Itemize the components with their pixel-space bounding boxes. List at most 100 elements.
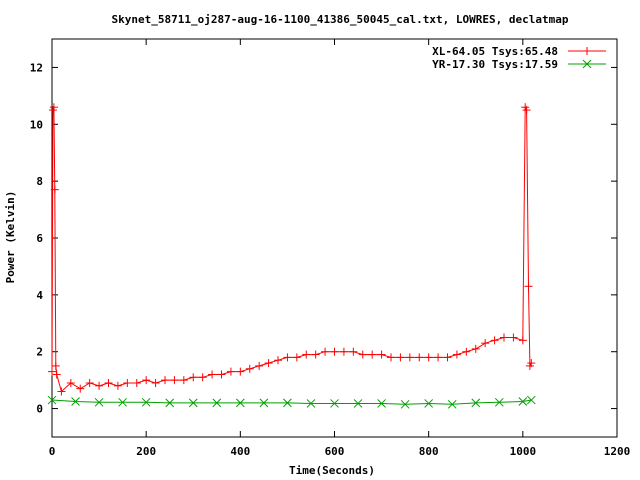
data-point: [443, 353, 452, 362]
data-point: [387, 353, 395, 362]
data-point: [447, 399, 457, 409]
y-tick-label: 12: [30, 61, 43, 74]
y-axis-label: Power (Kelvin): [4, 191, 17, 284]
data-point: [141, 397, 151, 407]
y-tick-label: 0: [36, 403, 43, 416]
series-line: [51, 106, 532, 393]
data-point: [283, 353, 292, 362]
data-point: [424, 399, 434, 408]
data-point: [522, 106, 531, 115]
data-point: [208, 370, 217, 379]
data-point: [339, 347, 348, 356]
data-point: [113, 381, 122, 390]
data-point: [236, 367, 245, 376]
plot-frame: [51, 38, 618, 438]
data-point: [48, 367, 56, 376]
y-tick-label: 4: [36, 289, 43, 302]
data-point: [259, 398, 269, 408]
data-point: [142, 376, 151, 385]
x-tick-label: 0: [49, 445, 56, 458]
data-point: [264, 359, 273, 368]
data-point: [189, 373, 198, 382]
data-point: [283, 398, 292, 408]
data-point: [330, 399, 339, 408]
data-point: [330, 347, 339, 356]
x-tick-label: 200: [136, 445, 156, 458]
data-point: [165, 398, 175, 408]
data-point: [353, 399, 363, 408]
data-point: [368, 350, 377, 359]
data-point: [255, 361, 264, 370]
data-point: [524, 282, 533, 291]
data-point: [306, 399, 316, 408]
data-point: [377, 350, 386, 359]
series-2: [47, 395, 536, 409]
legend-label: YR-17.30 Tsys:17.59: [432, 58, 558, 71]
data-point: [50, 185, 59, 194]
x-tick-label: 600: [325, 445, 345, 458]
y-tick-label: 10: [30, 118, 43, 131]
data-point: [235, 398, 245, 408]
data-point: [179, 376, 188, 385]
data-point: [509, 333, 518, 342]
data-point: [500, 333, 508, 342]
data-point: [349, 347, 358, 356]
data-point: [245, 364, 254, 373]
data-point: [321, 347, 330, 356]
legend-marker: [583, 47, 591, 55]
data-point: [217, 370, 226, 379]
data-point: [405, 353, 414, 362]
data-point: [377, 399, 386, 408]
series-1: [48, 103, 536, 396]
data-point: [494, 397, 504, 407]
x-tick-label: 800: [419, 445, 439, 458]
data-point: [57, 387, 66, 396]
data-point: [396, 353, 405, 362]
data-point: [95, 381, 104, 390]
data-point: [132, 378, 141, 387]
data-point: [161, 376, 169, 385]
data-point: [415, 353, 424, 362]
x-tick-label: 1000: [510, 445, 537, 458]
data-point: [274, 356, 282, 365]
data-point: [51, 361, 60, 370]
data-point: [188, 398, 198, 408]
data-point: [302, 350, 311, 359]
y-tick-label: 2: [36, 346, 43, 359]
data-point: [490, 336, 499, 345]
data-point: [170, 376, 179, 385]
data-point: [471, 398, 481, 408]
data-point: [471, 344, 480, 353]
plot-area: 0 200 400 600 800 1000 1200 0 2 4 6 8 10 12: [30, 38, 631, 458]
data-point: [212, 398, 222, 408]
data-point: [123, 378, 132, 387]
data-point: [118, 397, 127, 407]
data-point: [198, 373, 207, 382]
data-point: [518, 336, 527, 345]
data-point: [71, 397, 80, 406]
data-point: [49, 103, 58, 112]
data-point: [481, 339, 490, 348]
data-point: [526, 395, 536, 405]
data-point: [94, 397, 104, 407]
chart-title: Skynet_58711_oj287-aug-16-1100_41386_500…: [112, 13, 569, 26]
data-point: [292, 353, 301, 362]
data-point: [52, 370, 61, 379]
data-point: [85, 378, 94, 387]
data-point: [434, 353, 443, 362]
y-tick-label: 6: [36, 232, 43, 245]
data-point: [47, 395, 57, 405]
data-point: [226, 367, 235, 376]
data-point: [424, 353, 433, 362]
data-point: [527, 359, 536, 368]
x-tick-label: 400: [230, 445, 250, 458]
data-point: [76, 384, 85, 393]
data-point: [358, 350, 367, 359]
data-point: [518, 397, 528, 406]
data-point: [400, 399, 410, 409]
data-point: [452, 350, 461, 359]
x-tick-label: 1200: [604, 445, 631, 458]
x-axis-label: Time(Seconds): [289, 464, 375, 477]
